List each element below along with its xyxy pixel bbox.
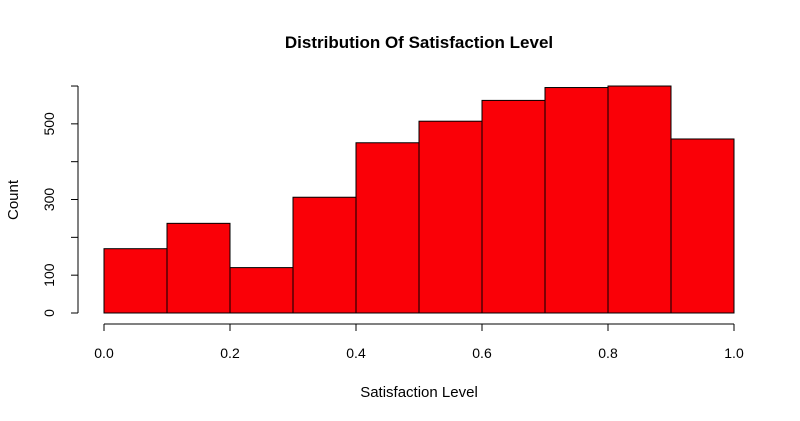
y-tick-label-1: 100 [41,263,57,287]
y-axis: 0 100 300 500 [41,85,79,317]
x-axis-label: Satisfaction Level [360,384,478,401]
histogram-bar-5 [418,120,483,314]
x-tick-label-1: 0.2 [220,345,240,361]
x-tick-label-0: 0.0 [94,345,114,361]
chart-title: Distribution Of Satisfaction Level [285,33,553,52]
histogram-bar-1 [166,222,231,314]
histogram-bars [103,85,735,314]
y-tick-label-0: 0 [41,309,57,317]
histogram-bar-4 [355,142,420,314]
histogram-bar-9 [670,138,735,314]
histogram-bar-7 [544,87,609,314]
histogram-bar-8 [607,85,672,314]
x-tick-label-4: 0.8 [598,345,618,361]
x-tick-label-3: 0.6 [472,345,492,361]
histogram-bar-0 [103,248,168,314]
x-tick-label-5: 1.0 [724,345,744,361]
y-tick-label-3: 300 [41,188,57,212]
histogram-bar-2 [229,267,294,314]
y-axis-label: Count [5,179,22,220]
y-tick-label-5: 500 [41,112,57,136]
histogram-bar-3 [292,196,357,314]
x-tick-label-2: 0.4 [346,345,366,361]
histogram-bar-6 [481,99,546,314]
x-axis: 0.0 0.2 0.4 0.6 0.8 1.0 [94,323,744,361]
